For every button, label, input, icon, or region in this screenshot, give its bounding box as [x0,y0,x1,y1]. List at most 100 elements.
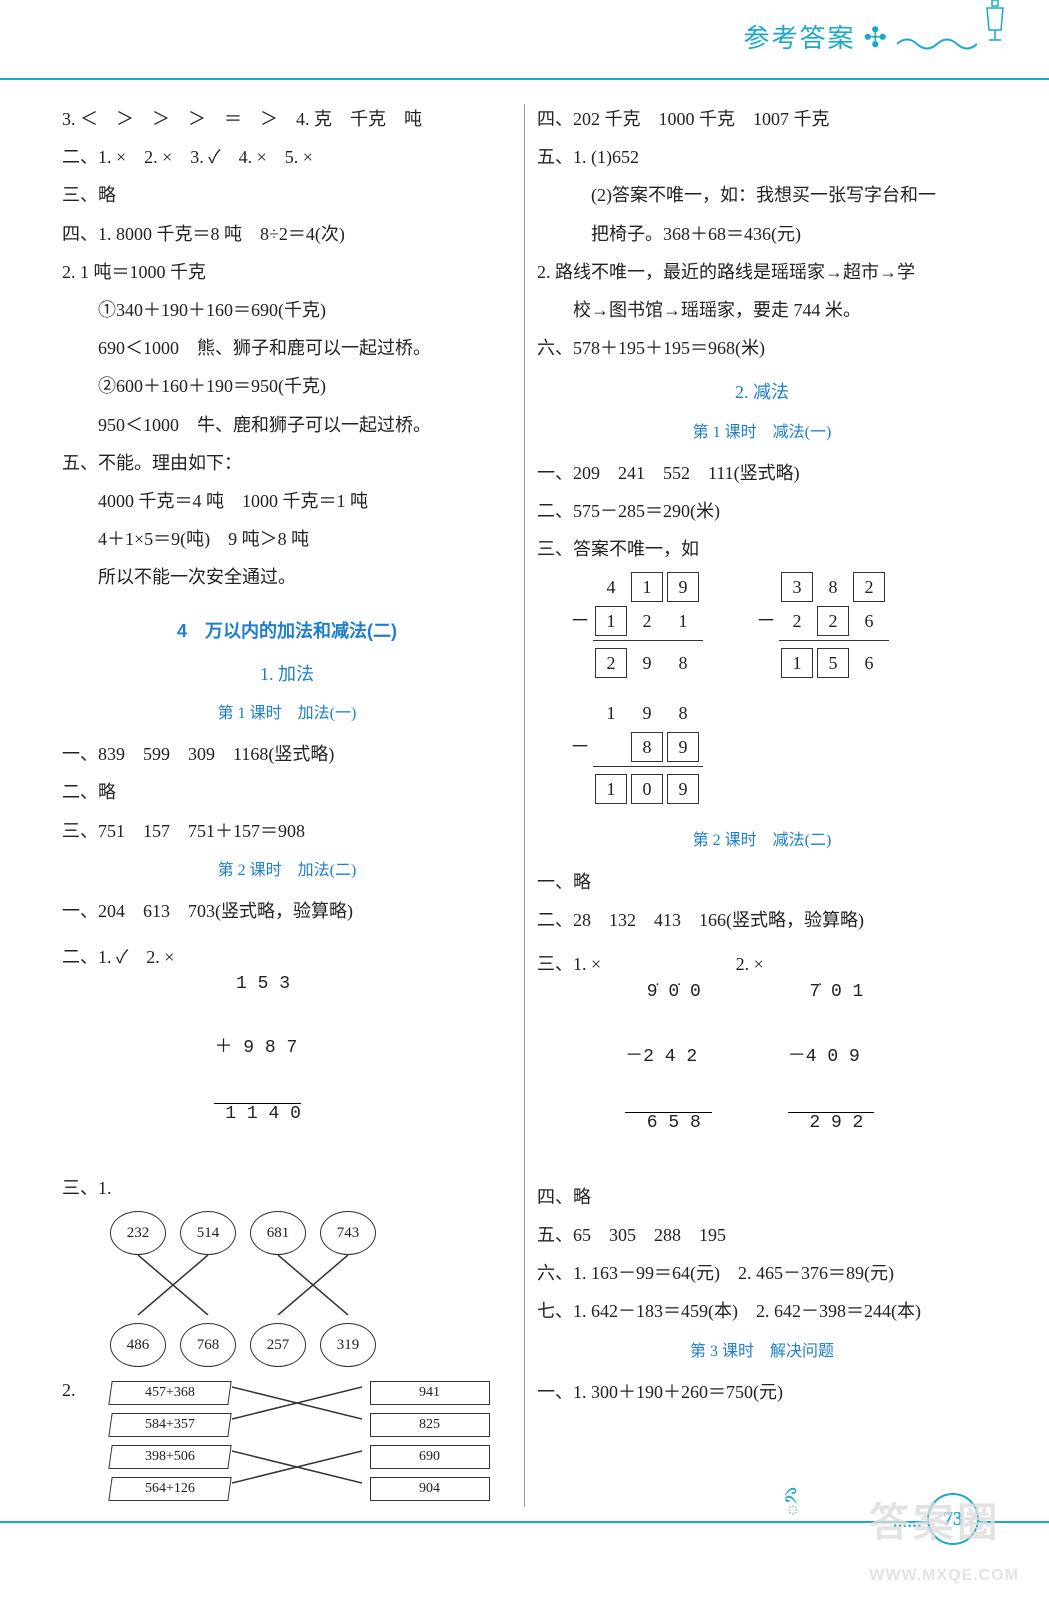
ribbon-ans: 904 [370,1477,490,1501]
ribbon: 564+126 [108,1477,231,1501]
digit-cell: 1 [631,572,663,602]
header-title: 参考答案 [744,14,856,63]
balloon: 681 [250,1211,306,1255]
text-line: 七、1. 642－183＝459(本) 2. 642－398＝244(本) [537,1292,987,1330]
text-line: ②600＋160＋190＝950(千克) [62,367,512,405]
text-line: 三、略 [62,176,512,214]
text-line: 六、578＋195＋195＝968(米) [537,329,987,367]
text-line: (2)答案不唯一，如：我想买一张写字台和一 [537,176,987,214]
balloon: 768 [180,1323,236,1367]
digit-cell: 4 [595,572,627,602]
text-line: 4000 千克＝4 吨 1000 千克＝1 吨 [62,482,512,520]
digit-cell: 9 [667,572,699,602]
ribbon-ans: 690 [370,1445,490,1469]
right-column: 四、202 千克 1000 千克 1007 千克 五、1. (1)652 (2)… [525,100,999,1511]
watermark: 答案圈 WWW.MXQE.COM [869,1485,1019,1591]
text-line: 四、略 [537,1178,987,1216]
calc-row: 7̇ 0 1 [788,982,874,1004]
lesson-title: 第 1 课时 减法(一) [537,418,987,448]
text-line: 2. 1 吨＝1000 千克 [62,253,512,291]
balloon: 514 [180,1211,236,1255]
digit-cell: 1 [595,774,627,804]
text-line: 一、839 599 309 1168(竖式略) [62,735,512,773]
text-line: 二、1. × 2. × 3. ✓ 4. × 5. × [62,138,512,176]
balloon-match: 232 514 681 743 [62,1207,512,1259]
calc-row: ＋ 9 8 7 [214,1038,300,1060]
watermark-text: 答案圈 [869,1501,1001,1545]
digit-cell: 6 [853,606,885,636]
text-line: 2. × [736,945,764,983]
text-line: 690＜1000 熊、狮子和鹿可以一起过桥。 [62,329,512,367]
text-line: 五、1. (1)652 [537,138,987,176]
text-line: 3. ＜ ＞ ＞ ＞ ＝ ＞ 4. 克 千克 吨 [62,100,512,138]
bird-icon: ིྀ [787,1491,799,1533]
text-line: 三、1. [62,1169,512,1207]
calc-row: 6 5 8 [625,1112,711,1135]
chapter-title: 4 万以内的加法和减法(二) [62,614,512,648]
digit-cell: 9 [631,698,663,728]
text-line: 所以不能一次安全通过。 [62,558,512,596]
text-line: 2. [62,1371,76,1409]
digit-cell: 5 [817,648,849,678]
text-line: 五、不能。理由如下： [62,444,512,482]
balloon: 319 [320,1323,376,1367]
digit-cell: 8 [631,732,663,762]
ribbon-ans: 825 [370,1413,490,1437]
digit-cell: 9 [667,732,699,762]
watermark-url: WWW.MXQE.COM [869,1561,1019,1591]
text-line: 五、65 305 288 195 [537,1216,987,1254]
text-line: 二、575－285＝290(米) [537,492,987,530]
balloon: 486 [110,1323,166,1367]
lesson-title: 第 2 课时 加法(二) [62,856,512,886]
balloon: 232 [110,1211,166,1255]
ribbon: 398+506 [108,1445,231,1469]
text-line: 二、1. ✓ 2. × [62,938,174,976]
left-column: 3. ＜ ＞ ＞ ＞ ＝ ＞ 4. 克 千克 吨 二、1. × 2. × 3. … [50,100,524,1511]
digit-cell: 0 [631,774,663,804]
section-title: 2. 减法 [537,375,987,409]
ribbon-ans: 941 [370,1381,490,1405]
digit-cell: 1 [595,698,627,728]
digit-cell: 8 [667,648,699,678]
text-line: 四、202 千克 1000 千克 1007 千克 [537,100,987,138]
digit-cell: 2 [631,606,663,636]
digit-cell: 3 [781,572,813,602]
lesson-title: 第 1 课时 加法(一) [62,699,512,729]
digit-cell: 2 [595,648,627,678]
calc-row: 1 5 3 [214,974,300,996]
digit-cell: 1 [781,648,813,678]
text-line: 四、1. 8000 千克＝8 吨 8÷2＝4(次) [62,215,512,253]
digit-cell: 1 [595,606,627,636]
text-line: 三、751 157 751＋157＝908 [62,812,512,850]
calc-row: －4 0 9 [788,1047,874,1069]
digit-cell: 6 [853,648,885,678]
box-subtraction: 419－121298 [567,570,703,680]
calc-row: 1 1 4 0 [214,1103,300,1126]
digit-cell: 9 [667,774,699,804]
digit-cell: 2 [817,606,849,636]
lesson-title: 第 2 课时 减法(二) [537,826,987,856]
calc-row: －2 4 2 [625,1047,711,1069]
text-line: 校→图书馆→瑶瑶家，要走 744 米。 [537,291,987,329]
text-line: 二、略 [62,773,512,811]
text-line: 三、答案不唯一，如 [537,530,987,568]
text-line: 六、1. 163－99＝64(元) 2. 465－376＝89(元) [537,1254,987,1292]
content: 3. ＜ ＞ ＞ ＞ ＝ ＞ 4. 克 千克 吨 二、1. × 2. × 3. … [0,80,1049,1521]
ribbon-match: 457+368 941 584+357 825 398+506 690 564+… [82,1371,490,1511]
vertical-calc: 9̇ 0̇ 0 －2 4 2 6 5 8 [625,939,711,1178]
text-line: 一、204 613 703(竖式略，验算略) [62,892,512,930]
balloon: 743 [320,1211,376,1255]
box-subtraction: 198－89109 [567,696,703,806]
calc-row: 2 9 2 [788,1112,874,1135]
wave-decor [897,29,977,49]
digit-cell: 8 [817,572,849,602]
digit-cell: 2 [853,572,885,602]
digit-cell [595,732,627,762]
ribbon: 584+357 [108,1413,231,1437]
vertical-calc: 7̇ 0 1 －4 0 9 2 9 2 [788,939,874,1178]
calc-row: 9̇ 0̇ 0 [625,982,711,1004]
butterfly-icon: ✣ [864,12,887,65]
digit-cell: 2 [781,606,813,636]
text-line: 三、1. × [537,945,601,983]
text-line: 4＋1×5＝9(吨) 9 吨＞8 吨 [62,520,512,558]
